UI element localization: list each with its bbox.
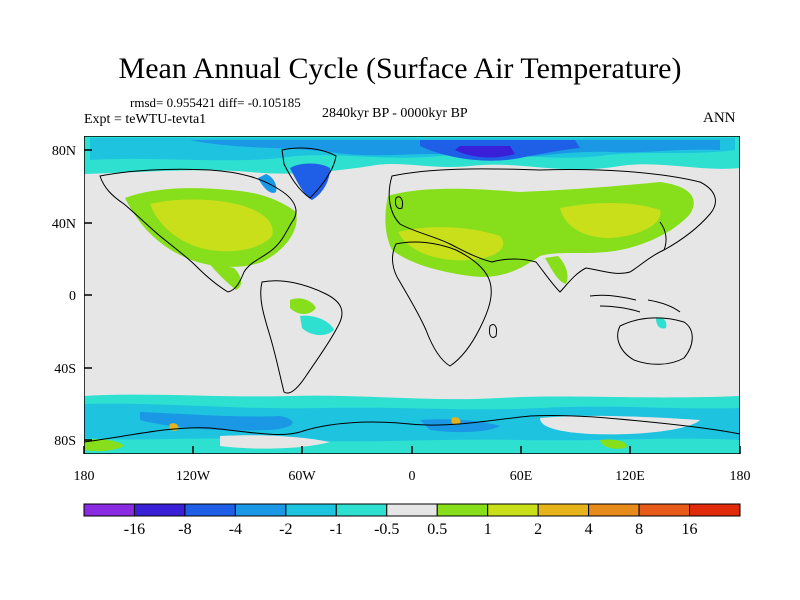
south-america-cool-patch: [300, 315, 334, 336]
x-tick-label: 120W: [176, 469, 211, 484]
coastline-uk: [395, 196, 403, 209]
y-tick-label: 0: [69, 289, 76, 304]
eurasia-warm-core-west: [398, 227, 504, 261]
coastline-australia: [617, 317, 693, 365]
y-tick-label: 80N: [52, 144, 76, 159]
colorbar-label: -1: [330, 521, 343, 538]
colorbar-swatch: [638, 503, 691, 517]
colorbar-swatch: [335, 503, 388, 517]
colorbar-label: -2: [279, 521, 292, 538]
south-america-patch: [290, 298, 316, 314]
colorbar-swatch: [386, 503, 438, 517]
x-tick-label: 60E: [510, 469, 533, 484]
colorbar-swatch: [133, 503, 186, 517]
antarctic-warm-patch-4: [451, 417, 461, 425]
coastlines: [84, 147, 740, 443]
coastline-north-america: [99, 168, 297, 293]
coastline-japan: [659, 221, 667, 251]
australia-cool-patch: [656, 317, 667, 329]
colorbar-swatch: [487, 503, 539, 517]
x-tick-label: 60W: [288, 469, 316, 484]
colorbar-swatch: [689, 503, 741, 517]
colorbar-swatch: [537, 503, 590, 517]
coastline-madagascar: [489, 323, 497, 339]
x-tick-label: 180: [730, 469, 751, 484]
y-tick-labels: 80N 40N 0 40S 80S: [52, 144, 76, 449]
colorbar-label: -4: [229, 521, 242, 538]
anomaly-field: [84, 136, 740, 454]
plot-title: Mean Annual Cycle (Surface Air Temperatu…: [118, 52, 682, 85]
colorbar-swatch: [184, 503, 236, 517]
colorbar-label: 4: [585, 521, 593, 538]
colorbar-swatch: [285, 503, 337, 517]
colorbar-label: 8: [635, 521, 643, 538]
antarctic-neutral-patch: [540, 415, 700, 435]
colorbar-label: 1: [484, 521, 492, 538]
colorbar-swatch: [588, 503, 640, 517]
colorbar-label: -0.5: [374, 521, 399, 538]
coastline-antarctica: [84, 414, 740, 443]
x-tick-label: 0: [409, 469, 416, 484]
india-warm: [545, 256, 568, 284]
north-america-warm-core: [150, 199, 273, 252]
y-tick-label: 40N: [52, 217, 76, 232]
y-axis: [84, 149, 92, 441]
arctic-strongest-cool: [455, 146, 515, 158]
colorbar-label: 0.5: [427, 521, 447, 538]
antarctic-cool-strong: [420, 419, 500, 433]
stats-label: rmsd= 0.955421 diff= -0.105185: [130, 95, 301, 110]
antarctic-warm-patch: [84, 439, 124, 452]
antarctic-neutral-patch-2: [220, 435, 330, 449]
eurasia-warm-core-east: [560, 203, 661, 238]
colorbar-swatch: [436, 503, 489, 517]
y-tick-label: 80S: [54, 434, 76, 449]
colorbar-label: 2: [534, 521, 542, 538]
x-tick-labels: 180 120W 60W 0 60E 120E 180: [74, 469, 751, 484]
x-axis: [83, 446, 741, 454]
season-label: ANN: [703, 110, 736, 126]
colorbar-label: -8: [178, 521, 191, 538]
x-tick-label: 120E: [615, 469, 645, 484]
coastline-africa: [392, 241, 492, 367]
mexico-warm: [208, 262, 242, 290]
colorbar-swatch: [234, 503, 287, 517]
x-tick-label: 180: [74, 469, 95, 484]
antarctic-warm-patch-2: [600, 439, 627, 449]
canada-cool-spot: [258, 174, 277, 193]
colorbar-swatch: [83, 503, 135, 517]
period-label: 2840kyr BP - 0000kyr BP: [322, 106, 468, 121]
greenland-cool: [290, 163, 330, 200]
coastline-south-america: [260, 280, 343, 394]
colorbar: [83, 503, 741, 517]
colorbar-label: -16: [124, 521, 145, 538]
y-tick-label: 40S: [54, 362, 76, 377]
southern-ocean-cool-strong: [140, 412, 293, 431]
coastline-indonesia: [589, 294, 681, 313]
colorbar-labels: -16 -8 -4 -2 -1 -0.5 0.5 1 2 4 8 16: [124, 521, 698, 538]
colorbar-label: 16: [682, 521, 698, 538]
coastline-eurasia: [388, 168, 716, 293]
experiment-label: Expt = teWTU-tevta1: [84, 112, 207, 127]
coastline-greenland: [281, 147, 337, 199]
